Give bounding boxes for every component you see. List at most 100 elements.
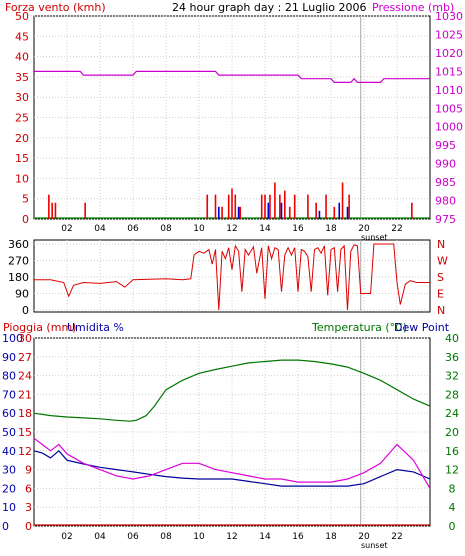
- average-wind-bar: [237, 206, 240, 219]
- humidity-tick-label: 6: [25, 482, 32, 495]
- average-wind-bar: [218, 206, 220, 219]
- direction-compass-label: E: [437, 288, 444, 301]
- axis-labels: 0510152025303540455097598098599099510001…: [2, 10, 463, 542]
- gust-bar: [227, 194, 230, 219]
- direction-tick-label: 360: [8, 238, 29, 251]
- temperature-x-tick-label: 22: [391, 532, 402, 542]
- gust-bar: [221, 206, 223, 219]
- gust-bar: [315, 202, 317, 219]
- pressure-axis-title: Pressione (mb): [372, 1, 454, 14]
- temperature-x-tick-label: 14: [259, 532, 271, 542]
- direction-tick-label: 270: [8, 255, 29, 268]
- humidity-tick-label: 9: [25, 464, 32, 477]
- rain-tick-label: 10: [2, 501, 16, 514]
- humidity-tick-label: 15: [18, 426, 32, 439]
- rain-tick-label: 40: [2, 445, 16, 458]
- gust-bar: [234, 194, 237, 219]
- chart-title: 24 hour graph day : 21 Luglio 2006: [172, 1, 367, 14]
- gust-bar: [48, 194, 50, 219]
- pressure-tick-label: 1010: [435, 84, 463, 97]
- temperature-x-tick-label: 04: [94, 532, 106, 542]
- wind-tick-label: 45: [15, 30, 29, 43]
- wind-tick-label: 30: [15, 91, 29, 104]
- wind-direction-line: [34, 243, 430, 311]
- temperature-tick-label: 20: [445, 426, 459, 439]
- gust-bar: [84, 202, 86, 219]
- wind-tick-label: 40: [15, 51, 29, 64]
- wind-x-tick-label: 14: [259, 224, 271, 234]
- gust-bar: [231, 188, 233, 219]
- pressure-tick-label: 980: [435, 195, 456, 208]
- temperature-x-tick-label: 20: [358, 532, 370, 542]
- average-wind-bar: [338, 202, 341, 219]
- rain-tick-label: 0: [2, 520, 9, 533]
- temperature-line: [33, 359, 431, 422]
- gust-bar: [293, 194, 296, 219]
- rain-tick-label: 80: [2, 370, 16, 383]
- gust-bar: [411, 202, 413, 219]
- direction-compass-label: S: [437, 271, 444, 284]
- pressure-tick-label: 1020: [435, 47, 463, 60]
- dewpoint-axis-title: Dew Point: [394, 321, 450, 334]
- direction-compass-label: N: [437, 304, 445, 317]
- temperature-tick-label: 40: [445, 332, 459, 345]
- temperature-tick-label: 36: [445, 351, 459, 364]
- gust-bar: [269, 194, 271, 219]
- gust-bar: [264, 194, 266, 219]
- pressure-tick-label: 985: [435, 176, 456, 189]
- average-wind-bar: [346, 206, 349, 219]
- rain-tick-label: 90: [2, 351, 16, 364]
- gust-bar: [214, 194, 217, 219]
- pressure-tick-label: 1000: [435, 121, 463, 134]
- wind-x-tick-label: 18: [325, 224, 337, 234]
- humidity-tick-label: 24: [18, 370, 32, 383]
- temperature-x-tick-label: 06: [127, 532, 139, 542]
- pressure-line: [34, 70, 430, 84]
- pressure-tick-label: 1015: [435, 65, 463, 78]
- wind-x-tick-label: 08: [160, 224, 172, 234]
- wind-tick-label: 35: [15, 71, 29, 84]
- gust-bar: [239, 206, 242, 219]
- humidity-tick-label: 0: [25, 520, 32, 533]
- wind-x-tick-label: 22: [391, 224, 402, 234]
- temperature-tick-label: 24: [445, 407, 459, 420]
- gust-bar: [348, 194, 350, 219]
- wind-tick-label: 20: [15, 132, 29, 145]
- wind-tick-label: 15: [15, 152, 29, 165]
- wind-tick-label: 0: [22, 213, 29, 226]
- humidity-tick-label: 3: [25, 501, 32, 514]
- temperature-axis-title: Temperatura (°C): [311, 321, 407, 334]
- rain-tick-label: 20: [2, 482, 16, 495]
- pressure-tick-label: 1025: [435, 28, 463, 41]
- wind-x-tick-label: 12: [226, 224, 237, 234]
- pressure-tick-label: 1030: [435, 10, 463, 23]
- humidity-line: [33, 437, 431, 489]
- humidity-tick-label: 18: [18, 407, 32, 420]
- gust-bar: [260, 194, 263, 219]
- rain-tick-label: 100: [2, 332, 23, 345]
- temperature-tick-label: 32: [445, 370, 459, 383]
- gust-bar: [325, 194, 327, 219]
- temperature-x-tick-label: 02: [61, 532, 72, 542]
- direction-tick-label: 90: [15, 288, 29, 301]
- wind-x-tick-label: 10: [193, 224, 205, 234]
- wind-x-tick-label: 02: [61, 224, 72, 234]
- wind-x-tick-label: 16: [292, 224, 304, 234]
- humidity-axis-title: Umidita %: [67, 321, 124, 334]
- pressure-tick-label: 1005: [435, 102, 463, 115]
- temperature-tick-label: 28: [445, 388, 459, 401]
- pressure-tick-label: 995: [435, 139, 456, 152]
- wind-tick-label: 50: [15, 10, 29, 23]
- temperature-tick-label: 12: [445, 464, 459, 477]
- temperature-x-tick-label: 16: [292, 532, 304, 542]
- direction-compass-label: W: [437, 255, 448, 268]
- wind-x-tick-label: 20: [358, 224, 370, 234]
- wind-x-tick-label: 04: [94, 224, 106, 234]
- average-wind-bar: [267, 202, 270, 219]
- sunset-label-top: sunset: [361, 233, 388, 242]
- sunset-label-bottom: sunset: [361, 541, 388, 550]
- gust-bar: [274, 182, 276, 219]
- gust-bar: [54, 202, 57, 219]
- gust-bar: [288, 206, 291, 219]
